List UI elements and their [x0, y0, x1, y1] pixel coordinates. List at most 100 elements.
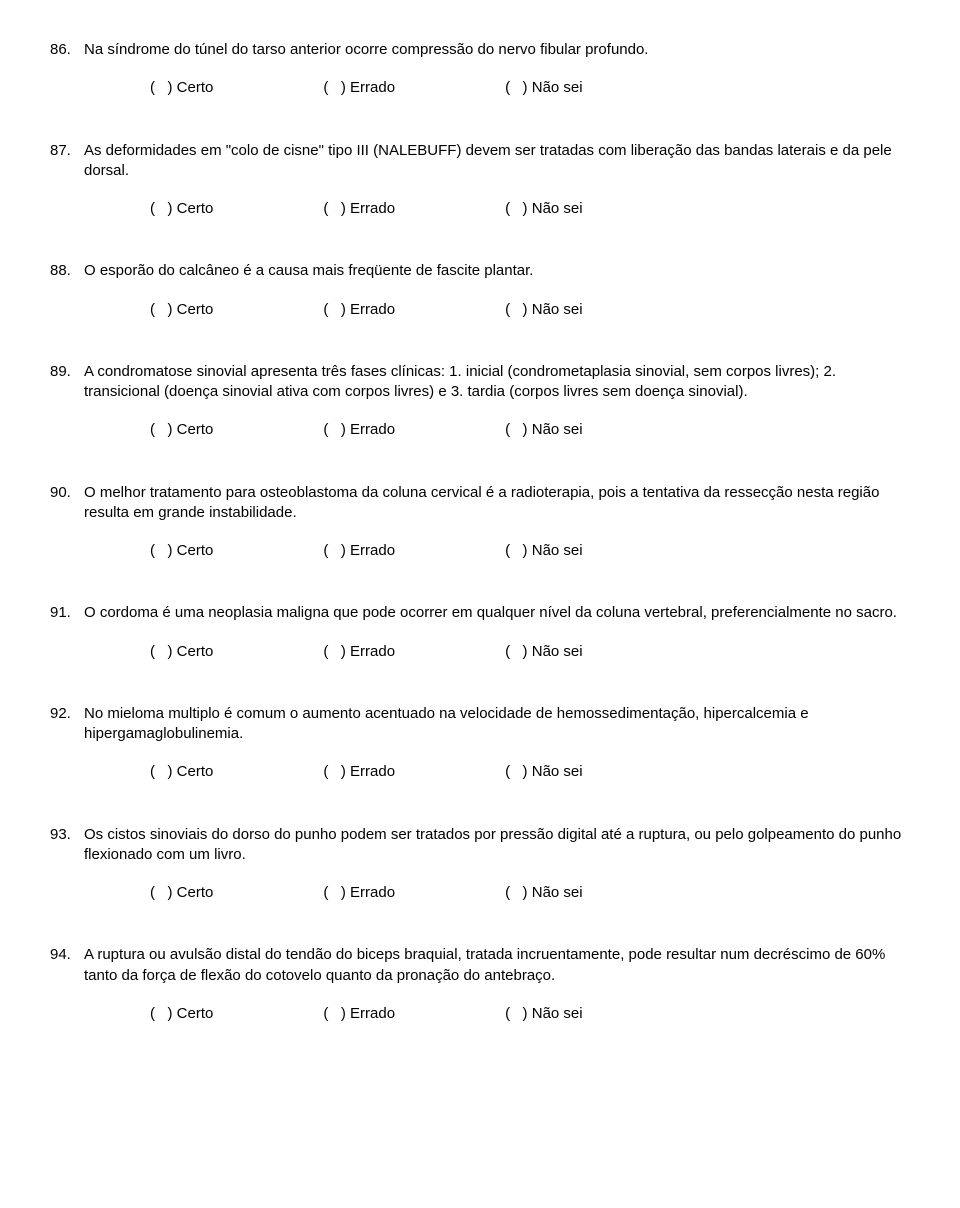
question: 90.O melhor tratamento para osteoblastom… [50, 483, 910, 562]
option-label: Certo [177, 199, 214, 219]
question-row: 90.O melhor tratamento para osteoblastom… [50, 483, 910, 524]
options-row: ( ) Certo( ) Errado( ) Não sei [150, 642, 910, 662]
option-certo[interactable]: ( ) Certo [150, 1004, 213, 1024]
question-row: 93.Os cistos sinoviais do dorso do punho… [50, 825, 910, 866]
option-naosei[interactable]: ( ) Não sei [505, 883, 583, 903]
option-certo[interactable]: ( ) Certo [150, 78, 213, 98]
question: 92.No mieloma multiplo é comum o aumento… [50, 704, 910, 783]
option-label: Errado [350, 1004, 395, 1024]
option-paren: ( ) [505, 883, 532, 903]
option-paren: ( ) [150, 642, 177, 662]
question-row: 86.Na síndrome do túnel do tarso anterio… [50, 40, 910, 60]
option-label: Errado [350, 300, 395, 320]
option-errado[interactable]: ( ) Errado [323, 420, 395, 440]
option-errado[interactable]: ( ) Errado [323, 199, 395, 219]
option-paren: ( ) [150, 199, 177, 219]
option-paren: ( ) [323, 199, 350, 219]
option-naosei[interactable]: ( ) Não sei [505, 762, 583, 782]
question-text: Os cistos sinoviais do dorso do punho po… [84, 825, 910, 866]
question-number: 90. [50, 483, 84, 503]
option-paren: ( ) [505, 762, 532, 782]
question: 94.A ruptura ou avulsão distal do tendão… [50, 945, 910, 1024]
option-label: Certo [177, 78, 214, 98]
option-naosei[interactable]: ( ) Não sei [505, 300, 583, 320]
option-label: Certo [177, 300, 214, 320]
options-row: ( ) Certo( ) Errado( ) Não sei [150, 199, 910, 219]
option-naosei[interactable]: ( ) Não sei [505, 642, 583, 662]
option-paren: ( ) [323, 642, 350, 662]
option-paren: ( ) [505, 541, 532, 561]
option-label: Errado [350, 199, 395, 219]
option-errado[interactable]: ( ) Errado [323, 762, 395, 782]
option-naosei[interactable]: ( ) Não sei [505, 541, 583, 561]
option-label: Errado [350, 78, 395, 98]
option-paren: ( ) [150, 1004, 177, 1024]
option-label: Errado [350, 883, 395, 903]
option-label: Certo [177, 420, 214, 440]
question-text: O esporão do calcâneo é a causa mais fre… [84, 261, 910, 281]
option-label: Certo [177, 762, 214, 782]
option-naosei[interactable]: ( ) Não sei [505, 199, 583, 219]
option-certo[interactable]: ( ) Certo [150, 642, 213, 662]
question-text: Na síndrome do túnel do tarso anterior o… [84, 40, 910, 60]
question-number: 93. [50, 825, 84, 845]
option-label: Não sei [532, 78, 583, 98]
question: 89.A condromatose sinovial apresenta trê… [50, 362, 910, 441]
option-paren: ( ) [150, 541, 177, 561]
question: 91.O cordoma é uma neoplasia maligna que… [50, 603, 910, 662]
option-certo[interactable]: ( ) Certo [150, 300, 213, 320]
option-label: Certo [177, 642, 214, 662]
option-certo[interactable]: ( ) Certo [150, 762, 213, 782]
question-text: A ruptura ou avulsão distal do tendão do… [84, 945, 910, 986]
option-paren: ( ) [505, 300, 532, 320]
option-paren: ( ) [505, 1004, 532, 1024]
question-text: As deformidades em "colo de cisne" tipo … [84, 141, 910, 182]
option-naosei[interactable]: ( ) Não sei [505, 420, 583, 440]
option-certo[interactable]: ( ) Certo [150, 883, 213, 903]
option-paren: ( ) [323, 541, 350, 561]
option-naosei[interactable]: ( ) Não sei [505, 78, 583, 98]
question-list: 86.Na síndrome do túnel do tarso anterio… [50, 40, 910, 1024]
option-paren: ( ) [150, 420, 177, 440]
option-naosei[interactable]: ( ) Não sei [505, 1004, 583, 1024]
question-row: 89.A condromatose sinovial apresenta trê… [50, 362, 910, 403]
question-row: 91.O cordoma é uma neoplasia maligna que… [50, 603, 910, 623]
option-paren: ( ) [323, 1004, 350, 1024]
option-errado[interactable]: ( ) Errado [323, 642, 395, 662]
option-certo[interactable]: ( ) Certo [150, 420, 213, 440]
option-paren: ( ) [323, 420, 350, 440]
question-row: 94.A ruptura ou avulsão distal do tendão… [50, 945, 910, 986]
option-label: Não sei [532, 1004, 583, 1024]
option-errado[interactable]: ( ) Errado [323, 300, 395, 320]
option-certo[interactable]: ( ) Certo [150, 199, 213, 219]
option-label: Não sei [532, 642, 583, 662]
option-paren: ( ) [505, 78, 532, 98]
question-number: 89. [50, 362, 84, 382]
question-text: No mieloma multiplo é comum o aumento ac… [84, 704, 910, 745]
question: 93.Os cistos sinoviais do dorso do punho… [50, 825, 910, 904]
option-paren: ( ) [323, 883, 350, 903]
options-row: ( ) Certo( ) Errado( ) Não sei [150, 78, 910, 98]
option-paren: ( ) [323, 300, 350, 320]
question-text: O cordoma é uma neoplasia maligna que po… [84, 603, 910, 623]
options-row: ( ) Certo ( ) Errado ( ) Não sei [150, 300, 910, 320]
question: 88.O esporão do calcâneo é a causa mais … [50, 261, 910, 320]
option-errado[interactable]: ( ) Errado [323, 883, 395, 903]
option-errado[interactable]: ( ) Errado [323, 541, 395, 561]
option-label: Certo [177, 883, 214, 903]
options-row: ( ) Certo( ) Errado( ) Não sei [150, 541, 910, 561]
option-errado[interactable]: ( ) Errado [323, 78, 395, 98]
option-paren: ( ) [323, 78, 350, 98]
option-label: Errado [350, 541, 395, 561]
option-paren: ( ) [323, 762, 350, 782]
options-row: ( ) Certo( ) Errado( ) Não sei [150, 420, 910, 440]
option-errado[interactable]: ( ) Errado [323, 1004, 395, 1024]
question: 87.As deformidades em "colo de cisne" ti… [50, 141, 910, 220]
options-row: ( ) Certo( ) Errado( ) Não sei [150, 1004, 910, 1024]
option-label: Não sei [532, 420, 583, 440]
option-paren: ( ) [505, 199, 532, 219]
option-paren: ( ) [505, 642, 532, 662]
option-paren: ( ) [505, 420, 532, 440]
option-certo[interactable]: ( ) Certo [150, 541, 213, 561]
question-number: 86. [50, 40, 84, 60]
